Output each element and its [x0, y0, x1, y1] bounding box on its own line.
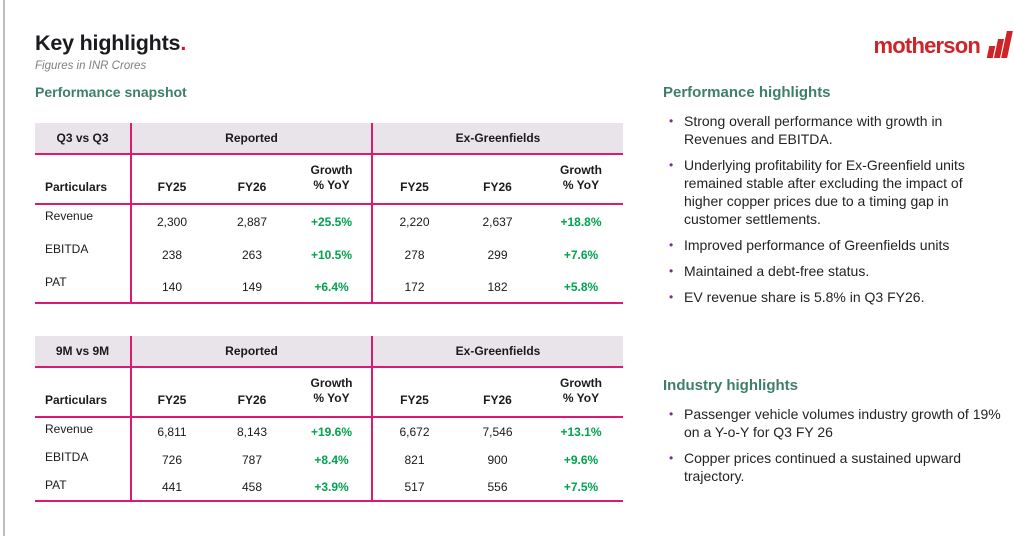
period-label: Q3 vs Q3: [35, 123, 132, 155]
bullet-icon: •: [669, 114, 674, 128]
value-cell: 2,300: [156, 214, 188, 229]
value-cell: 517: [373, 474, 456, 502]
growth-cell: +7.5%: [539, 474, 623, 502]
list-item: • Maintained a debt-free status.: [663, 262, 1005, 280]
bullet-icon: •: [669, 407, 674, 421]
bullet-icon: •: [669, 158, 674, 172]
page-title: Key highlights.: [35, 31, 186, 56]
page-title-text: Key highlights: [35, 31, 181, 55]
group-header-ex-greenfields: Ex-Greenfields: [373, 123, 623, 155]
motherson-logo: motherson: [873, 31, 1013, 58]
figures-note: Figures in INR Crores: [35, 60, 147, 72]
value-cell: 182: [456, 271, 539, 304]
performance-highlights-list: • Strong overall performance with growth …: [663, 112, 1005, 306]
col-header-particulars: Particulars: [35, 155, 132, 205]
growth-cell: +18.8%: [560, 214, 602, 229]
nine-month-comparison-table: 9M vs 9M Reported Ex-Greenfields Particu…: [35, 336, 623, 502]
performance-highlights-heading: Performance highlights: [663, 84, 831, 101]
value-cell: 6,811: [157, 425, 187, 439]
row-label: EBITDA: [35, 238, 132, 271]
col-header-fy25: FY25: [373, 368, 456, 418]
growth-cell: +25.5%: [292, 205, 373, 238]
col-header-fy25: FY25: [132, 155, 212, 205]
bullet-icon: •: [669, 264, 674, 278]
value-cell: 556: [456, 474, 539, 502]
list-item: • EV revenue share is 5.8% in Q3 FY26.: [663, 288, 1005, 306]
col-header-growth: Growth % YoY: [539, 155, 623, 205]
list-item: • Copper prices continued a sustained upw…: [663, 449, 1005, 485]
row-label: PAT: [35, 271, 132, 304]
row-label: Revenue: [35, 205, 132, 238]
col-header-fy26: FY26: [212, 155, 292, 205]
group-header-ex-greenfields: Ex-Greenfields: [373, 336, 623, 368]
value-cell: 299: [487, 247, 508, 262]
row-label: Revenue: [35, 418, 132, 446]
value-cell: 149: [212, 271, 292, 304]
bullet-icon: •: [669, 451, 674, 465]
value-cell: 900: [487, 453, 508, 467]
col-header-growth: Growth % YoY: [292, 368, 373, 418]
value-cell: 278: [404, 247, 425, 262]
growth-cell: +3.9%: [292, 474, 373, 502]
value-cell: 172: [373, 271, 456, 304]
col-header-particulars: Particulars: [35, 368, 132, 418]
growth-cell: +6.4%: [292, 271, 373, 304]
list-item: • Passenger vehicle volumes industry grow…: [663, 405, 1005, 441]
value-cell: 821: [404, 453, 425, 467]
bullet-icon: •: [669, 238, 674, 252]
performance-highlights-section: Performance highlights • Strong overall p…: [663, 84, 1005, 314]
bullet-icon: •: [669, 290, 674, 304]
q3-comparison-table: Q3 vs Q3 Reported Ex-Greenfields Particu…: [35, 123, 623, 304]
row-label: PAT: [35, 474, 132, 502]
industry-highlights-list: • Passenger vehicle volumes industry grow…: [663, 405, 1005, 485]
growth-cell: +5.8%: [539, 271, 623, 304]
col-header-fy25: FY25: [132, 368, 212, 418]
industry-highlights-heading: Industry highlights: [663, 377, 798, 394]
value-cell: 787: [241, 453, 263, 467]
value-cell: 7,546: [482, 425, 513, 439]
value-cell: 441: [132, 474, 212, 502]
growth-cell: +10.5%: [292, 238, 373, 271]
col-header-fy26: FY26: [456, 155, 539, 205]
growth-cell: +13.1%: [560, 425, 602, 439]
group-header-reported: Reported: [132, 336, 373, 368]
performance-snapshot-heading: Performance snapshot: [35, 84, 187, 100]
value-cell: 8,143: [236, 425, 268, 439]
col-header-fy26: FY26: [212, 368, 292, 418]
list-item: • Improved performance of Greenfields uni…: [663, 236, 1005, 254]
list-item: • Underlying profitability for Ex-Greenfi…: [663, 156, 1005, 228]
value-cell: 726: [161, 453, 183, 467]
value-cell: 2,637: [482, 214, 513, 229]
row-label: EBITDA: [35, 446, 132, 474]
motherson-wordmark: motherson: [873, 33, 981, 58]
value-cell: 6,672: [399, 425, 430, 439]
col-header-fy25: FY25: [373, 155, 456, 205]
value-cell: 2,887: [236, 214, 268, 229]
col-header-growth: Growth % YoY: [292, 155, 373, 205]
value-cell: 238: [161, 247, 183, 262]
col-header-growth: Growth % YoY: [539, 368, 623, 418]
period-label: 9M vs 9M: [35, 336, 132, 368]
value-cell: 140: [132, 271, 212, 304]
col-header-fy26: FY26: [456, 368, 539, 418]
industry-highlights-section: Industry highlights • Passenger vehicle v…: [663, 377, 1005, 493]
value-cell: 458: [212, 474, 292, 502]
rising-bars-icon: [986, 31, 1013, 58]
growth-cell: +9.6%: [563, 453, 599, 467]
value-cell: 2,220: [399, 214, 430, 229]
list-item: • Strong overall performance with growth …: [663, 112, 1005, 148]
growth-cell: +19.6%: [292, 418, 373, 446]
value-cell: 263: [241, 247, 263, 262]
group-header-reported: Reported: [132, 123, 373, 155]
slide-edge-line: [3, 0, 5, 536]
growth-cell: +8.4%: [292, 446, 373, 474]
title-period-accent: .: [180, 31, 187, 55]
growth-cell: +7.6%: [563, 247, 599, 262]
